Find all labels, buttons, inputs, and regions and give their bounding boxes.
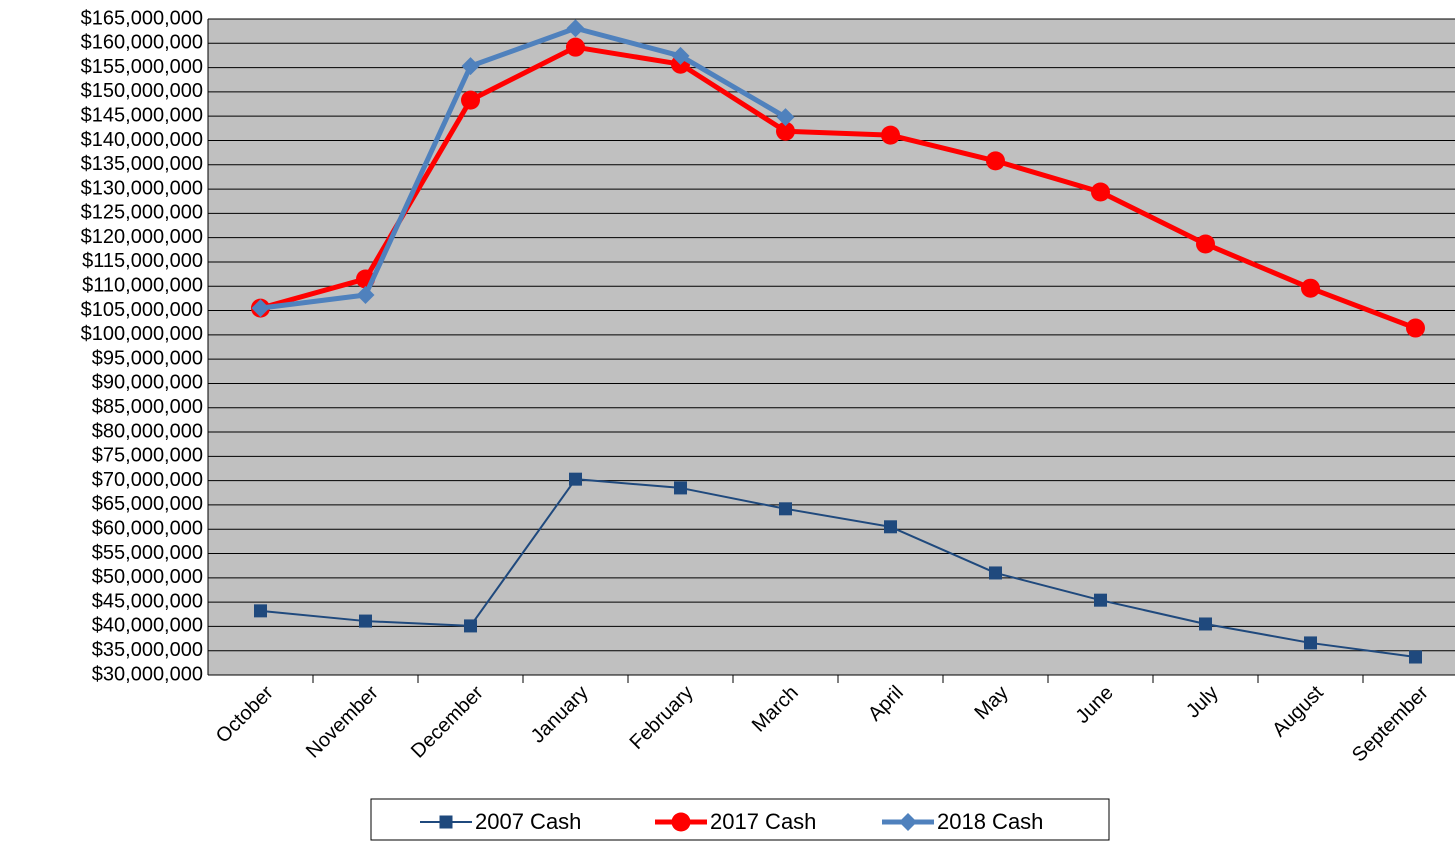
x-tick-label: September [1348, 681, 1433, 766]
marker [884, 520, 897, 534]
legend-marker [899, 813, 917, 831]
y-tick-label: $80,000,000 [92, 420, 203, 442]
y-tick-label: $60,000,000 [92, 518, 203, 540]
marker [356, 286, 375, 305]
y-tick-label: $85,000,000 [92, 396, 203, 418]
y-tick-label: $90,000,000 [92, 372, 203, 394]
marker [1199, 617, 1212, 631]
marker [776, 121, 795, 141]
legend-marker [439, 815, 453, 829]
y-tick-label: $125,000,000 [81, 202, 203, 224]
y-tick-label: $135,000,000 [81, 153, 203, 175]
y-tick-label: $70,000,000 [92, 469, 203, 491]
y-tick-label: $145,000,000 [81, 104, 203, 126]
legend-label: 2018 Cash [937, 809, 1043, 834]
marker [251, 299, 270, 318]
marker [461, 90, 480, 110]
series-line [260, 25, 787, 311]
y-tick-label: $65,000,000 [92, 493, 203, 515]
marker [986, 151, 1005, 171]
marker [1094, 593, 1107, 607]
legend-label: 2007 Cash [475, 809, 581, 834]
y-tick-label: $140,000,000 [81, 129, 203, 151]
y-tick-label: $55,000,000 [92, 542, 203, 564]
marker [569, 472, 582, 486]
marker [1409, 650, 1422, 664]
marker [566, 37, 585, 57]
marker [989, 566, 1002, 580]
y-tick-label: $160,000,000 [81, 32, 203, 54]
legend-marker [671, 812, 691, 832]
x-tick-label: November [302, 681, 383, 762]
y-tick-label: $120,000,000 [81, 226, 203, 248]
marker [461, 57, 480, 76]
y-tick-label: $40,000,000 [92, 615, 203, 637]
marker [1091, 182, 1110, 202]
marker [671, 46, 690, 65]
marker [254, 604, 267, 618]
y-tick-label: $45,000,000 [92, 590, 203, 612]
legend-label: 2017 Cash [710, 809, 816, 834]
x-tick-label: April [864, 682, 908, 726]
y-tick-label: $110,000,000 [82, 275, 203, 297]
marker [464, 619, 477, 633]
y-tick-label: $35,000,000 [92, 639, 203, 661]
x-tick-label: January [527, 682, 593, 748]
y-tick-label: $150,000,000 [81, 80, 203, 102]
marker [1406, 318, 1425, 338]
marker [1196, 234, 1215, 254]
y-tick-label: $30,000,000 [92, 663, 203, 685]
marker [776, 108, 795, 127]
plot-area [208, 19, 1455, 675]
legend-box [370, 798, 1110, 841]
marker [359, 614, 372, 628]
y-tick-label: $155,000,000 [81, 56, 203, 78]
x-tick-label: May [970, 682, 1012, 724]
x-tick-label: October [212, 681, 278, 747]
marker [779, 502, 792, 516]
x-tick-label: July [1182, 682, 1223, 723]
x-tick-label: August [1268, 681, 1328, 741]
marker [566, 19, 585, 38]
series-line [260, 478, 1416, 659]
y-tick-label: $115,000,000 [82, 250, 203, 272]
marker [1301, 278, 1320, 298]
x-tick-label: June [1072, 682, 1118, 728]
y-tick-label: $130,000,000 [81, 177, 203, 199]
series-line [259, 44, 1417, 331]
marker [881, 125, 900, 145]
y-tick-label: $105,000,000 [81, 299, 203, 321]
x-tick-label: December [407, 681, 488, 762]
y-tick-label: $95,000,000 [92, 347, 203, 369]
x-tick-label: March [748, 682, 803, 737]
x-tick-label: February [626, 682, 698, 754]
y-tick-label: $50,000,000 [92, 566, 203, 588]
y-tick-label: $165,000,000 [81, 7, 203, 29]
marker [674, 481, 687, 495]
y-tick-label: $75,000,000 [92, 445, 203, 467]
y-tick-label: $100,000,000 [81, 323, 203, 345]
marker [1304, 636, 1317, 650]
